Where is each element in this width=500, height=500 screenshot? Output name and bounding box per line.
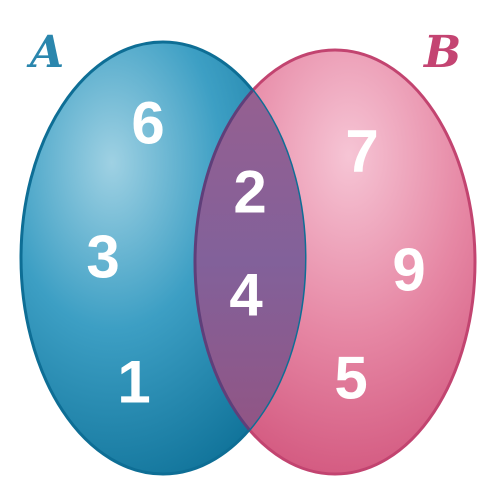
set-b-element: 5 — [334, 345, 367, 412]
set-b-label: B — [422, 27, 461, 78]
intersection-region — [195, 50, 305, 474]
intersection-element: 2 — [233, 159, 266, 226]
set-a-label: A — [26, 27, 64, 78]
intersection-edge — [193, 48, 305, 474]
set-b-element: 7 — [345, 118, 378, 185]
intersection-element: 4 — [229, 262, 263, 329]
set-a-element: 6 — [131, 90, 164, 157]
set-a-element: 1 — [117, 349, 150, 416]
set-b-element: 9 — [392, 237, 425, 304]
set-a-element: 3 — [86, 224, 119, 291]
